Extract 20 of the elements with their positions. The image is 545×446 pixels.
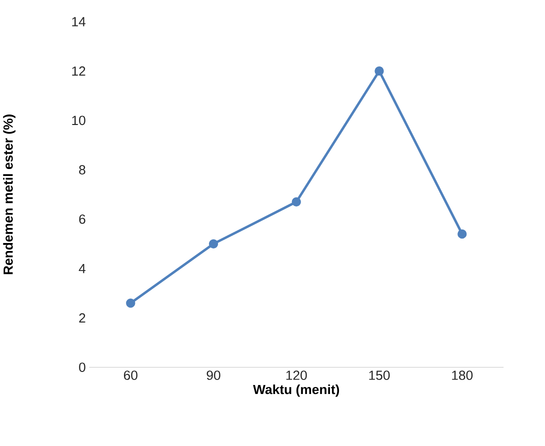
x-tick-label: 120	[286, 370, 307, 380]
x-axis-title: Waktu (menit)	[253, 384, 340, 397]
y-tick-label: 4	[78, 264, 86, 273]
y-axis-title: Rendemen metil ester (%)	[3, 114, 16, 274]
y-tick-label: 12	[72, 66, 86, 76]
y-tick-label: 2	[79, 313, 86, 322]
x-tick-label: 60	[124, 370, 138, 380]
point	[458, 229, 467, 238]
point	[208, 239, 218, 248]
y-tick-label: 14	[72, 16, 86, 26]
x-tick-label: 90	[206, 370, 220, 380]
point	[374, 66, 384, 76]
x-tick-label: 150	[369, 370, 390, 380]
y-tick-label: 10	[72, 116, 86, 125]
y-tick-label: 8	[79, 164, 86, 174]
x-tick-label: 180	[452, 370, 473, 380]
point	[292, 197, 301, 206]
y-tick-label: 0	[79, 362, 86, 372]
point	[126, 298, 136, 308]
y-tick-label: 6	[79, 214, 86, 224]
